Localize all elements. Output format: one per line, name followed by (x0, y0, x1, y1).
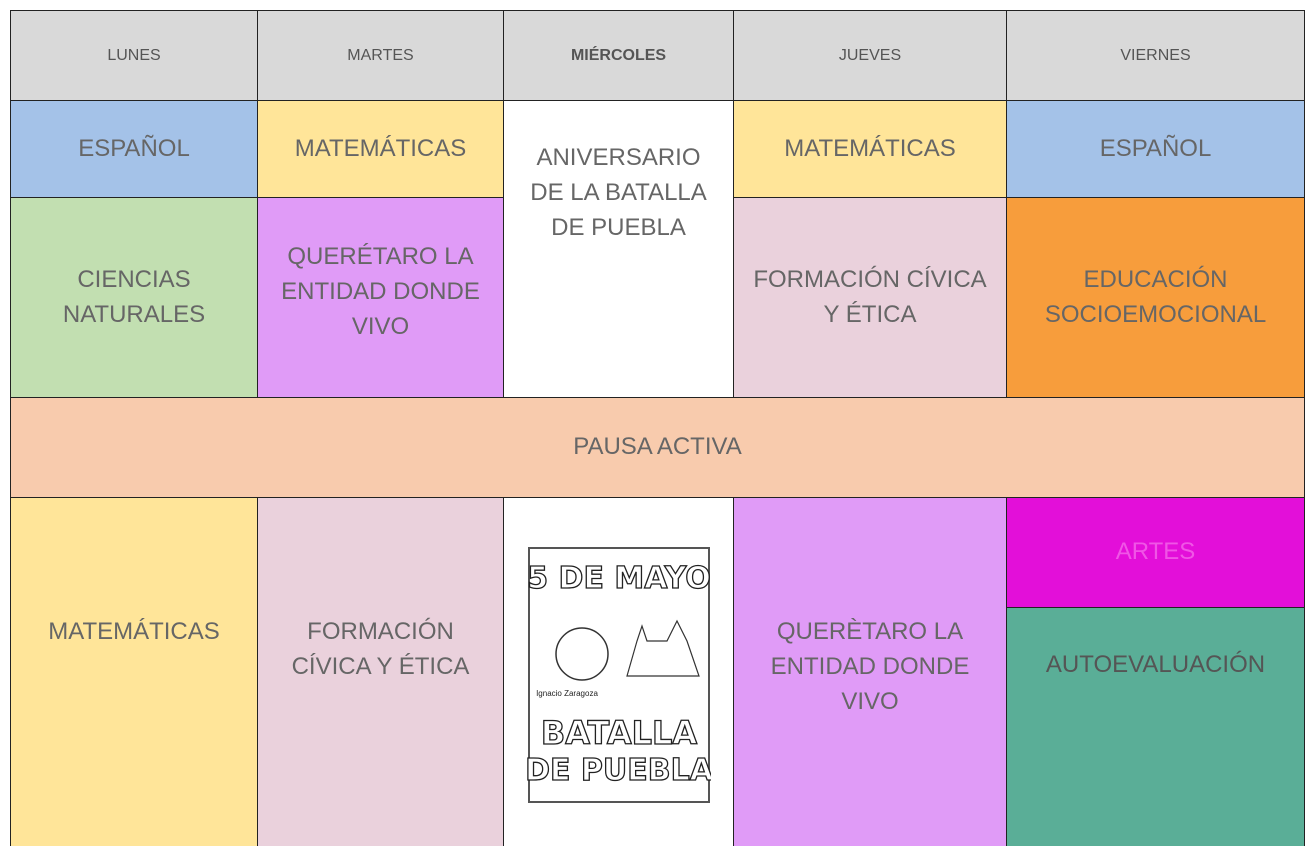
subject-cell: ARTES (1006, 497, 1305, 608)
subject-cell: EDUCACIÓN SOCIOEMOCIONAL (1006, 197, 1305, 398)
subject-cell: MATEMÁTICAS (10, 497, 258, 846)
day-header: MIÉRCOLES (503, 10, 734, 101)
subject-cell: MATEMÁTICAS (257, 100, 504, 198)
break-row: PAUSA ACTIVA (10, 397, 1305, 498)
day-header: LUNES (10, 10, 258, 101)
day-header: VIERNES (1006, 10, 1305, 101)
subject-cell: AUTOEVALUACIÓN (1006, 607, 1305, 846)
subject-cell: ESPAÑOL (1006, 100, 1305, 198)
poster-caption: Ignacio Zaragoza (536, 689, 598, 698)
subject-cell: QUERÉTARO LA ENTIDAD DONDE VIVO (257, 197, 504, 398)
subject-cell: MATEMÁTICAS (733, 100, 1007, 198)
subject-cell: QUERÈTARO LA ENTIDAD DONDE VIVO (733, 497, 1007, 846)
subject-cell: FORMACIÓN CÍVICA Y ÉTICA (733, 197, 1007, 398)
scene (625, 619, 700, 677)
poster-title: 5 DE MAYO (527, 561, 711, 596)
poster-subtitle: BATALLA (540, 714, 697, 752)
image-cell: 5 DE MAYO Ignacio Zaragoza BATALLA DE PUEBL… (503, 497, 734, 846)
subject-cell: FORMACIÓN CÍVICA Y ÉTICA (257, 497, 504, 846)
day-header: JUEVES (733, 10, 1007, 101)
portrait (554, 627, 609, 681)
subject-cell: CIENCIAS NATURALES (10, 197, 258, 398)
poster-subtitle: DE PUEBLA (527, 753, 711, 788)
subject-cell: ANIVERSARIO DE LA BATALLA DE PUEBLA (503, 100, 734, 398)
subject-cell: ESPAÑOL (10, 100, 258, 198)
day-header: MARTES (257, 10, 504, 101)
